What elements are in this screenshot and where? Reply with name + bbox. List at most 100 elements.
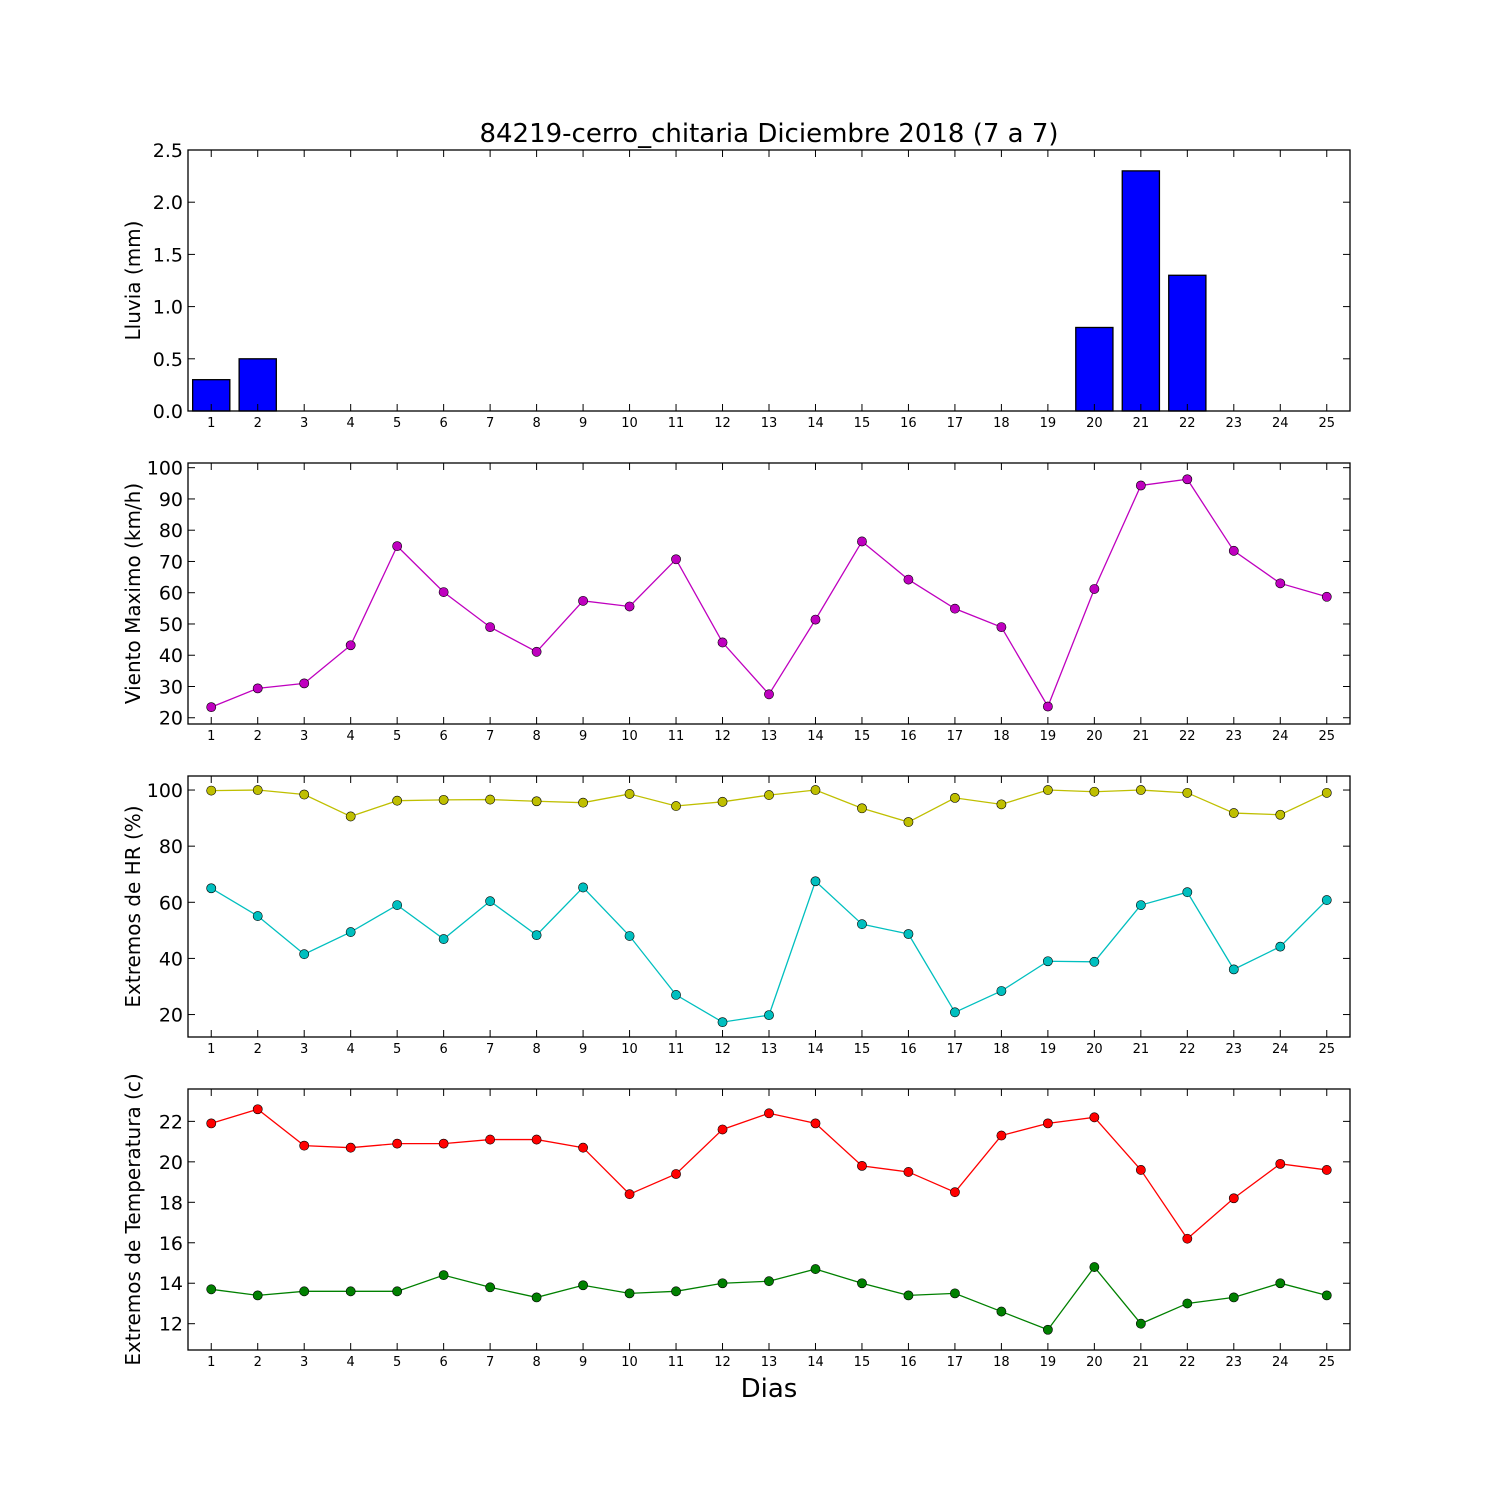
point-series-1-day-23 xyxy=(1228,545,1239,556)
x-tick-label: 14 xyxy=(807,416,824,431)
point-series-1-day-18 xyxy=(996,1130,1007,1141)
point-series-2-day-18 xyxy=(996,1306,1007,1317)
y-axis-label: Extremos de Temperatura (c) xyxy=(121,1073,145,1365)
x-tick-label: 2 xyxy=(254,729,262,744)
point-series-2-day-7 xyxy=(485,896,496,907)
y-tick-label: 22 xyxy=(159,1111,183,1133)
axes-frame xyxy=(187,775,1351,1038)
y-tick-label: 16 xyxy=(159,1233,183,1255)
x-tick-label: 22 xyxy=(1179,1042,1196,1057)
x-tick-label: 16 xyxy=(900,1042,917,1057)
point-series-2-day-21 xyxy=(1135,1318,1146,1329)
point-series-1-day-13 xyxy=(764,790,774,800)
x-tick-label: 3 xyxy=(300,416,308,431)
point-series-1-day-12 xyxy=(717,796,728,807)
point-series-1-day-22 xyxy=(1182,474,1193,485)
point-series-2-day-1 xyxy=(206,883,217,894)
x-tick-label: 10 xyxy=(621,1355,638,1370)
point-series-2-day-14 xyxy=(810,876,821,887)
point-series-1-day-7 xyxy=(485,1134,496,1145)
x-tick-label: 11 xyxy=(668,1042,685,1057)
point-series-1-day-21 xyxy=(1135,480,1146,491)
x-tick-label: 21 xyxy=(1133,1355,1150,1370)
y-tick-label: 0.0 xyxy=(153,401,183,423)
y-tick-label: 100 xyxy=(147,780,183,802)
point-series-2-day-12 xyxy=(717,1278,728,1289)
x-tick-label: 24 xyxy=(1272,729,1289,744)
y-tick-label: 80 xyxy=(159,520,183,542)
point-series-2-day-3 xyxy=(299,1286,310,1297)
x-tick-label: 1 xyxy=(207,729,215,744)
point-series-1-day-5 xyxy=(392,541,403,552)
x-tick-label: 5 xyxy=(393,729,401,744)
series-line-1 xyxy=(210,478,1327,708)
point-series-1-day-3 xyxy=(299,1140,310,1151)
y-tick-label: 100 xyxy=(147,458,183,480)
point-series-1-day-1 xyxy=(206,785,217,796)
x-tick-label: 7 xyxy=(486,1355,494,1370)
x-tick-label: 3 xyxy=(300,1355,308,1370)
point-series-1-day-6 xyxy=(438,587,449,597)
point-series-1-day-17 xyxy=(950,792,960,803)
y-tick-label: 90 xyxy=(159,489,183,511)
x-tick-label: 13 xyxy=(761,1042,778,1057)
y-tick-label: 18 xyxy=(159,1192,183,1214)
point-series-1-day-10 xyxy=(624,601,635,612)
x-tick-label: 4 xyxy=(347,729,355,744)
point-series-1-day-11 xyxy=(671,554,681,565)
point-series-1-day-17 xyxy=(950,603,960,614)
x-tick-label: 8 xyxy=(532,416,540,431)
y-tick-label: 30 xyxy=(159,676,183,698)
point-series-2-day-18 xyxy=(996,986,1007,996)
x-tick-label: 21 xyxy=(1133,729,1150,744)
x-tick-label: 1 xyxy=(207,1042,215,1057)
point-series-1-day-5 xyxy=(392,795,403,806)
point-series-1-day-7 xyxy=(485,622,496,633)
x-tick-label: 5 xyxy=(393,1042,401,1057)
chart-title: 84219-cerro_chitaria Diciembre 2018 (7 a… xyxy=(479,119,1058,149)
point-series-2-day-16 xyxy=(903,929,914,939)
y-tick-label: 0.5 xyxy=(153,349,183,371)
x-tick-label: 14 xyxy=(807,729,824,744)
x-tick-label: 10 xyxy=(621,1042,638,1057)
point-series-1-day-23 xyxy=(1228,808,1239,818)
point-series-1-day-4 xyxy=(345,1142,356,1153)
x-tick-label: 25 xyxy=(1318,1042,1335,1057)
point-series-1-day-20 xyxy=(1089,584,1100,594)
point-series-2-day-10 xyxy=(624,1288,635,1299)
x-tick-label: 6 xyxy=(439,1042,447,1057)
point-series-2-day-3 xyxy=(299,949,310,960)
point-series-1-day-21 xyxy=(1135,1165,1146,1175)
point-series-1-day-3 xyxy=(299,678,310,689)
point-series-2-day-15 xyxy=(857,919,867,930)
x-tick-label: 24 xyxy=(1272,416,1289,431)
x-tick-label: 13 xyxy=(761,416,778,431)
point-series-2-day-5 xyxy=(392,1286,403,1297)
y-tick-label: 20 xyxy=(159,708,183,730)
point-series-1-day-14 xyxy=(810,614,821,625)
x-tick-label: 20 xyxy=(1086,1355,1103,1370)
point-series-2-day-19 xyxy=(1042,956,1053,967)
point-series-2-day-17 xyxy=(950,1007,960,1018)
point-series-1-day-25 xyxy=(1321,591,1332,602)
x-tick-label: 3 xyxy=(300,1042,308,1057)
point-series-1-day-25 xyxy=(1321,787,1332,798)
x-tick-label: 7 xyxy=(486,729,494,744)
x-tick-label: 17 xyxy=(947,416,964,431)
point-series-1-day-1 xyxy=(206,1118,217,1129)
point-series-2-day-11 xyxy=(671,990,681,1000)
x-tick-label: 17 xyxy=(947,729,964,744)
x-tick-label: 14 xyxy=(807,1042,824,1057)
y-axis-label: Viento Maximo (km/h) xyxy=(121,483,145,704)
y-tick-label: 2.5 xyxy=(153,140,183,162)
point-series-2-day-23 xyxy=(1228,1292,1239,1303)
point-series-1-day-2 xyxy=(252,683,263,694)
x-tick-label: 4 xyxy=(347,1355,355,1370)
point-series-2-day-2 xyxy=(252,911,263,921)
point-series-1-day-10 xyxy=(624,1189,635,1200)
x-tick-label: 17 xyxy=(947,1042,964,1057)
x-tick-label: 2 xyxy=(254,1042,262,1057)
point-series-1-day-22 xyxy=(1182,1233,1193,1244)
